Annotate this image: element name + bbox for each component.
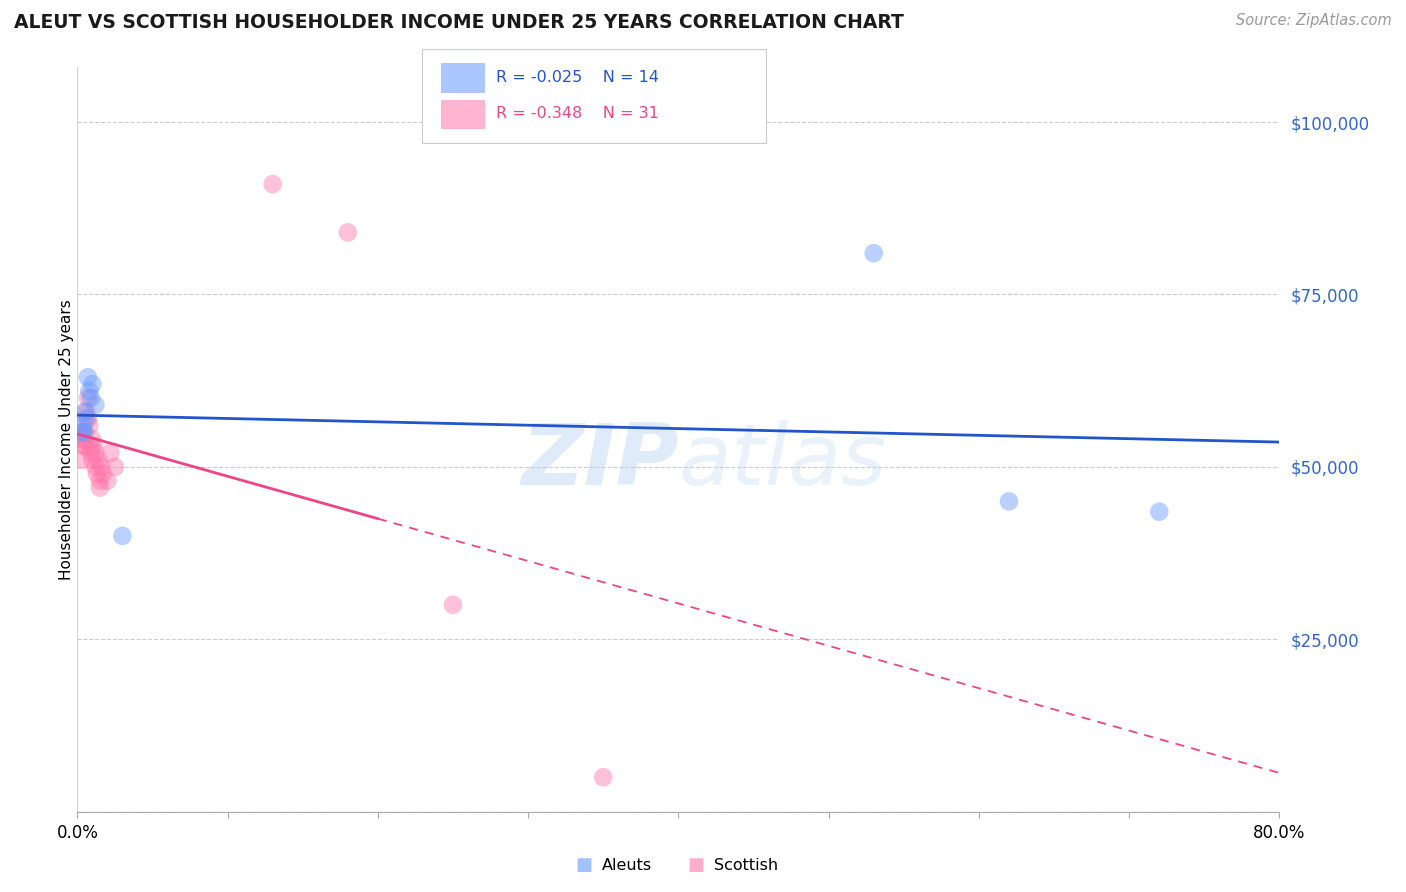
Point [87, 453, 110, 467]
Text: R = -0.348    N = 31: R = -0.348 N = 31 [496, 106, 659, 121]
Text: Scottish: Scottish [714, 858, 779, 872]
Point [91, 467, 114, 481]
Point [80, 439, 103, 453]
Text: R = -0.025    N = 14: R = -0.025 N = 14 [496, 70, 659, 85]
Point [72, 425, 94, 440]
Point [73, 439, 96, 453]
Point [72, 433, 94, 447]
Point [76, 391, 98, 405]
Point [80, 446, 103, 460]
Point [70, 453, 93, 467]
Point [336, 226, 359, 240]
Point [89, 474, 111, 488]
Text: Source: ZipAtlas.com: Source: ZipAtlas.com [1236, 13, 1392, 29]
Point [104, 459, 127, 474]
Point [69, 433, 91, 447]
Point [262, 177, 284, 191]
Point [76, 370, 98, 384]
Y-axis label: Householder Income Under 25 years: Householder Income Under 25 years [59, 299, 73, 580]
Point [84, 398, 107, 412]
Point [84, 459, 107, 474]
Point [79, 418, 101, 433]
Point [111, 529, 134, 543]
Point [89, 481, 111, 495]
Point [80, 391, 103, 405]
Point [90, 459, 112, 474]
Point [84, 446, 107, 460]
Point [72, 418, 94, 433]
Point [73, 439, 96, 453]
Text: ■: ■ [575, 856, 592, 874]
Text: atlas: atlas [679, 420, 886, 503]
Point [70, 425, 93, 440]
Point [82, 433, 104, 447]
Point [86, 467, 108, 481]
Point [592, 770, 614, 784]
Point [73, 425, 96, 440]
Text: ALEUT VS SCOTTISH HOUSEHOLDER INCOME UNDER 25 YEARS CORRELATION CHART: ALEUT VS SCOTTISH HOUSEHOLDER INCOME UND… [14, 13, 904, 32]
Point [82, 453, 104, 467]
Point [83, 439, 105, 453]
Point [73, 405, 96, 419]
Point [79, 384, 101, 398]
Point [70, 425, 93, 440]
Point [75, 405, 97, 419]
Point [82, 377, 104, 392]
Text: Aleuts: Aleuts [602, 858, 652, 872]
Point [862, 246, 884, 260]
Point [75, 411, 97, 425]
Text: ■: ■ [688, 856, 704, 874]
Point [441, 598, 464, 612]
Point [96, 474, 118, 488]
Point [76, 411, 98, 425]
Point [1149, 505, 1171, 519]
Text: ZIP: ZIP [520, 420, 679, 503]
Point [998, 494, 1021, 508]
Point [100, 446, 122, 460]
